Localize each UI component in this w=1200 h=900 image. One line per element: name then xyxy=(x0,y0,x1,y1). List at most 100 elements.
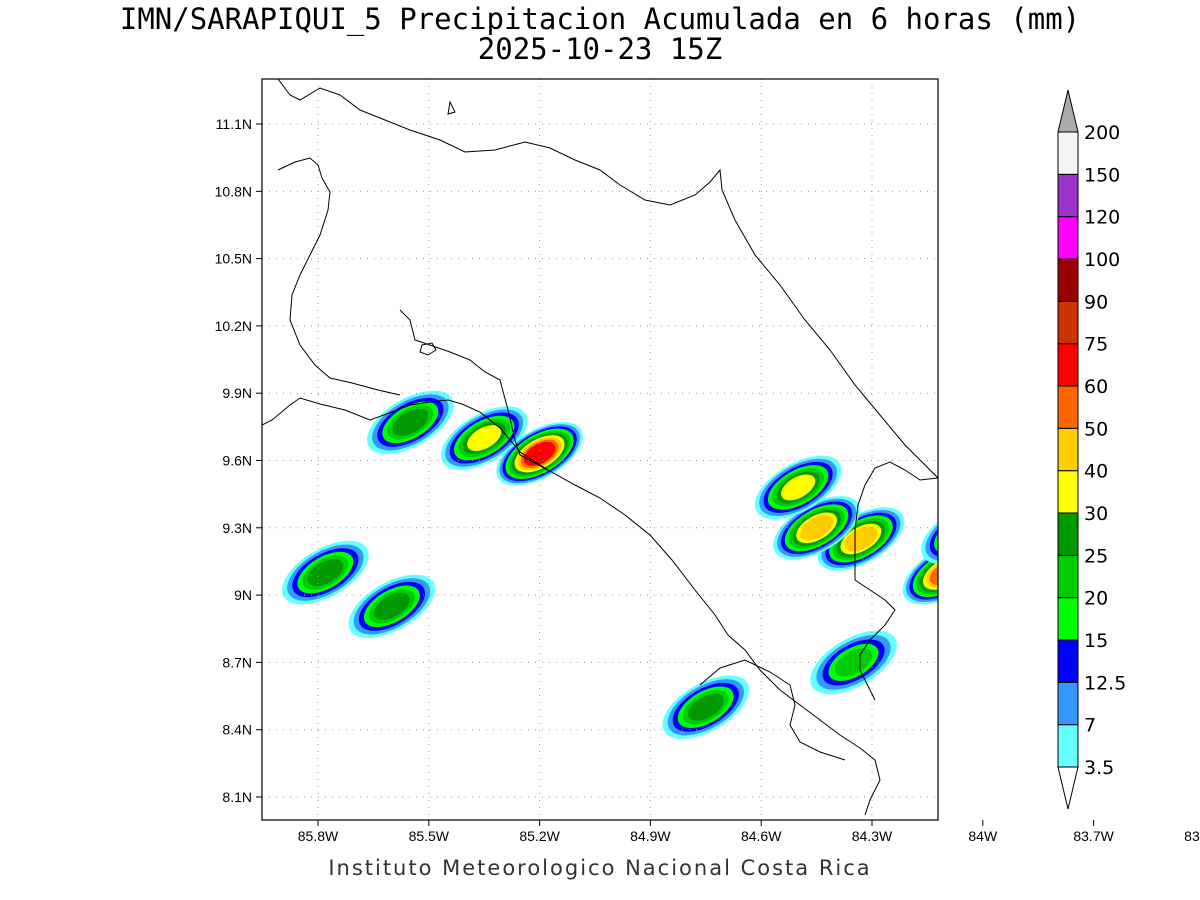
precip-contour xyxy=(952,565,1050,647)
precip-contour xyxy=(1196,692,1200,768)
island-north xyxy=(447,100,456,115)
colorbar-swatch xyxy=(1057,554,1079,599)
precip-cell xyxy=(282,540,369,605)
precip-contour xyxy=(971,581,1031,632)
precip-contour xyxy=(948,562,1055,652)
precip-contour xyxy=(834,648,873,677)
institution-footer: Instituto Meteorologico Nacional Costa R… xyxy=(328,856,872,880)
colorbar-swatch xyxy=(1057,427,1079,472)
precip-contour xyxy=(1144,661,1200,732)
colorbar-level-label: 30 xyxy=(1084,503,1108,525)
colorbar-level-label: 75 xyxy=(1084,334,1108,356)
colorbar-swatch xyxy=(1057,639,1079,683)
precip-contour xyxy=(1140,657,1200,734)
precip-contour xyxy=(1188,685,1200,775)
precip-contour xyxy=(943,514,986,551)
precip-cell xyxy=(948,562,1055,652)
precip-cell xyxy=(496,422,583,486)
precip-contour xyxy=(1132,651,1200,741)
colorbar-swatch xyxy=(1057,724,1079,768)
colorbar-swatch xyxy=(1057,173,1079,218)
colorbar-level-label: 25 xyxy=(1084,545,1108,567)
precip-cell xyxy=(1132,651,1200,741)
precip-contour xyxy=(467,425,502,452)
colorbar-level-label: 7 xyxy=(1084,715,1096,737)
precip-cell xyxy=(1188,685,1200,775)
map-subtitle: 2025-10-23 15Z xyxy=(477,32,723,66)
colorbar-level-label: 90 xyxy=(1084,291,1108,313)
lat-tick-label: 8.4N xyxy=(222,722,252,738)
precip-cell xyxy=(810,630,897,695)
lon-tick-label: 84.6W xyxy=(741,828,782,844)
colorbar-level-label: 120 xyxy=(1084,207,1120,229)
lat-tick-label: 10.5N xyxy=(215,251,252,267)
precip-contour xyxy=(976,585,1027,628)
lon-tick-label: 83.7W xyxy=(1073,828,1114,844)
precip-cell xyxy=(754,455,842,520)
colorbar-swatch xyxy=(1057,385,1079,429)
border-panama xyxy=(699,659,846,761)
precip-contour xyxy=(962,573,1041,639)
latitude-tick-labels: 11.1N 10.8N 10.5N 10.2N 9.9N 9.6N 9.3N 9N 8.7N 8.… xyxy=(215,116,262,805)
lat-tick-label: 8.1N xyxy=(222,789,252,805)
precip-contour xyxy=(902,540,938,605)
lon-tick-label: 85.5W xyxy=(409,828,450,844)
precip-contour xyxy=(374,592,410,620)
lon-tick-label: 83.4W xyxy=(1184,828,1200,844)
precip-contour xyxy=(1166,679,1200,713)
colorbar-legend: 3.5 7 12.5 15 20 25 30 40 50 60 75 90 100 120 150 200 xyxy=(1057,89,1126,810)
colorbar-swatch xyxy=(1057,258,1079,302)
precip-contour xyxy=(1136,654,1200,737)
lat-tick-label: 9N xyxy=(234,587,252,603)
colorbar-level-label: 50 xyxy=(1084,418,1108,440)
island xyxy=(419,342,437,356)
colorbar-level-label: 200 xyxy=(1084,122,1120,144)
colorbar-level-label: 60 xyxy=(1084,376,1108,398)
lat-tick-label: 9.3N xyxy=(222,520,252,536)
precip-contour xyxy=(307,559,344,587)
precip-contour xyxy=(1147,664,1200,729)
lat-tick-label: 8.7N xyxy=(222,654,252,670)
precip-contour xyxy=(980,589,1022,625)
colorbar-level-label: 40 xyxy=(1084,461,1108,483)
plot-frame xyxy=(261,78,939,821)
lon-tick-label: 84.9W xyxy=(630,828,671,844)
precip-contour xyxy=(392,408,429,436)
colorbar-level-label: 15 xyxy=(1084,630,1108,652)
coastline-nicoya xyxy=(399,309,549,471)
colorbar-swatch xyxy=(1057,216,1079,260)
precip-contour xyxy=(1192,688,1200,771)
colorbar-level-label: 12.5 xyxy=(1084,672,1126,694)
precipitation-layer xyxy=(282,390,1200,775)
lat-tick-label: 11.1N xyxy=(216,116,252,132)
precip-cell xyxy=(902,540,938,605)
colorbar-level-label: 20 xyxy=(1084,588,1108,610)
precip-contour xyxy=(957,569,1045,643)
map-title: IMN/SARAPIQUI_5 Precipitacion Acumulada … xyxy=(119,2,1081,36)
colorbar-swatch xyxy=(1057,681,1079,726)
coastline-northwest xyxy=(277,157,401,396)
lon-tick-label: 85.8W xyxy=(298,828,339,844)
precip-contour xyxy=(932,505,996,559)
precip-cell xyxy=(662,675,750,740)
lat-tick-label: 9.6N xyxy=(222,453,252,469)
colorbar-swatch xyxy=(1057,597,1079,641)
coastline-caribbean-east xyxy=(854,461,938,701)
precip-cell xyxy=(817,507,905,571)
colorbar-swatch xyxy=(1057,343,1079,387)
precip-contour xyxy=(938,510,992,555)
colorbar-level-label: 3.5 xyxy=(1084,757,1114,779)
precip-contour xyxy=(1162,676,1200,716)
precip-contour xyxy=(781,474,816,501)
lat-tick-label: 10.2N xyxy=(215,318,252,334)
precip-cell xyxy=(773,496,860,560)
colorbar-level-label: 100 xyxy=(1084,249,1120,271)
lon-tick-label: 84.3W xyxy=(852,828,893,844)
precip-cell xyxy=(367,390,454,455)
colorbar-bottom-arrow xyxy=(1057,766,1079,810)
coastline-pacific xyxy=(262,397,881,816)
colorbar-swatch xyxy=(1057,470,1079,514)
colorbar-swatch xyxy=(1057,131,1079,175)
precip-contour xyxy=(844,526,878,552)
